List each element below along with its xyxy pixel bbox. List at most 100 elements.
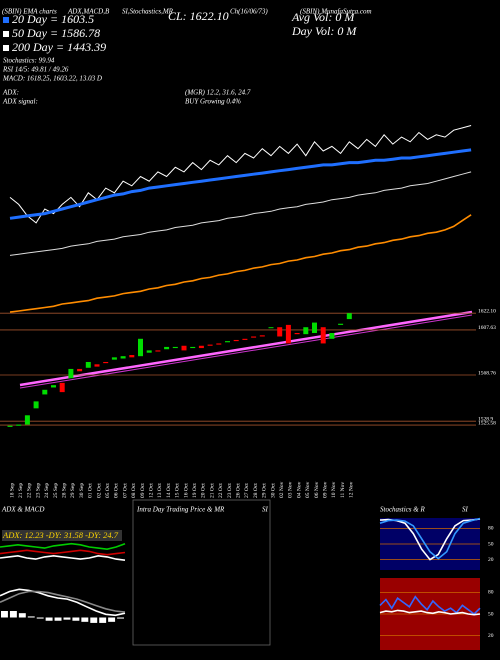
x-tick-label: 19 Oct <box>192 483 198 498</box>
x-tick-label: 22 Oct <box>218 483 224 498</box>
candle <box>181 345 187 351</box>
candle <box>42 389 48 395</box>
top-label: Ch(16/06/73) <box>230 8 268 16</box>
x-tick-label: 28 Sep <box>61 483 67 498</box>
x-tick-label: 12 Nov <box>349 481 355 498</box>
candle <box>85 361 91 368</box>
indicator-line <box>0 542 126 551</box>
x-tick-label: 12 Oct <box>148 483 154 498</box>
panel-subtitle: SI <box>262 506 269 514</box>
candle <box>59 382 65 393</box>
avg-volume: Avg Vol: 0 M <box>291 10 355 24</box>
indicator-line <box>379 517 481 560</box>
candle <box>320 327 326 344</box>
candle <box>7 425 13 427</box>
panel-title: ADX & MACD <box>1 506 44 514</box>
x-tick-label: 09 Nov <box>322 481 328 498</box>
histogram-bar <box>45 617 53 621</box>
candle <box>24 415 30 425</box>
indicator-line <box>0 549 126 556</box>
x-tick-label: 06 Oct <box>114 483 120 498</box>
histogram-bar <box>90 617 98 623</box>
candle <box>233 339 239 342</box>
x-tick-label: 02 Oct <box>96 483 102 498</box>
panel-subtitle: SI <box>462 506 469 514</box>
x-tick-label: 28 Oct <box>253 483 259 498</box>
x-tick-label: 10 Nov <box>331 481 337 498</box>
adx-signal: BUY Growing 0.4% <box>185 98 241 106</box>
candle <box>94 364 100 367</box>
y-tick-label: 50 <box>488 541 494 547</box>
x-tick-label: 18 Sep <box>9 483 15 498</box>
adx-signal-label: ADX signal: <box>2 98 38 106</box>
annotation-box <box>2 530 122 541</box>
x-tick-label: 22 Sep <box>27 483 33 498</box>
x-tick-label: 20 Oct <box>201 483 207 498</box>
x-tick-label: 30 Sep <box>79 483 85 498</box>
x-tick-label: 23 Oct <box>227 483 233 498</box>
histogram-bar <box>99 617 107 623</box>
adx-label: ADX: <box>2 89 19 97</box>
candle <box>190 346 196 349</box>
x-tick-label: 24 Sep <box>44 483 50 498</box>
candle <box>303 327 309 335</box>
histogram-bar <box>63 617 71 620</box>
ma-line <box>9 148 472 220</box>
histogram-bar <box>9 611 17 618</box>
candle <box>155 350 161 352</box>
panel-title: Intra Day Trading Price & MR <box>136 506 225 514</box>
x-tick-label: 21 Oct <box>209 483 215 498</box>
candle <box>68 368 74 379</box>
indicator-line <box>0 554 126 561</box>
histogram-bar <box>72 617 80 621</box>
x-tick-label: 25 Sep <box>53 483 59 498</box>
x-tick-label: 29 Oct <box>262 483 268 498</box>
x-tick-label: 09 Oct <box>140 483 146 498</box>
legend-swatch <box>3 31 9 37</box>
x-tick-label: 21 Sep <box>18 483 24 498</box>
indicator-line <box>379 595 481 616</box>
ma-line <box>9 214 472 313</box>
x-tick-label: 26 Oct <box>235 483 241 498</box>
candle <box>225 341 230 343</box>
x-tick-label: 05 Nov <box>305 481 311 498</box>
x-tick-label: 11 Nov <box>340 482 346 498</box>
x-tick-label: 03 Nov <box>288 481 294 498</box>
x-tick-label: 14 Oct <box>166 483 172 498</box>
candle <box>77 368 83 372</box>
candle <box>259 335 265 337</box>
panel-annotation: ADX: 12.23 -DY: 31.58 -DY: 24.7 <box>2 530 119 540</box>
candle <box>33 401 39 409</box>
candle <box>103 361 109 364</box>
y-tick-label: 20 <box>488 557 494 563</box>
x-tick-label: 01 Oct <box>88 483 94 498</box>
y-tick-label: 80 <box>488 590 494 596</box>
candle <box>111 357 117 360</box>
legend-entry: Stochastics: 99.94 <box>3 57 55 65</box>
candle <box>338 323 344 325</box>
candle <box>146 350 152 353</box>
candle <box>16 424 22 426</box>
x-tick-label: 13 Oct <box>157 483 163 498</box>
top-label: (SBIN) EMA charts <box>2 8 57 16</box>
y-tick-label: 20 <box>488 633 494 639</box>
y-tick-label: 50 <box>488 611 494 617</box>
histogram-bar <box>108 617 116 622</box>
y-tick-label: 1528.9 <box>478 416 493 422</box>
adx-values: (MGR) 12.2, 31.6, 24.7 <box>185 89 251 97</box>
top-label: (SBIN) MunafaSutra.com <box>300 8 372 16</box>
y-tick-label: 1568.76 <box>478 370 496 376</box>
x-tick-label: 27 Oct <box>244 483 250 498</box>
x-tick-label: 08 Oct <box>131 483 137 498</box>
histogram-bar <box>81 617 89 622</box>
candle <box>172 346 178 349</box>
histogram-bar <box>18 613 26 618</box>
candle <box>294 333 300 335</box>
x-tick-label: 04 Nov <box>296 481 302 498</box>
legend-entry: RSI 14/5: 49.81 / 49.26 <box>2 66 69 74</box>
candle <box>268 327 274 329</box>
candle <box>207 344 213 346</box>
histogram-bar <box>117 617 124 619</box>
